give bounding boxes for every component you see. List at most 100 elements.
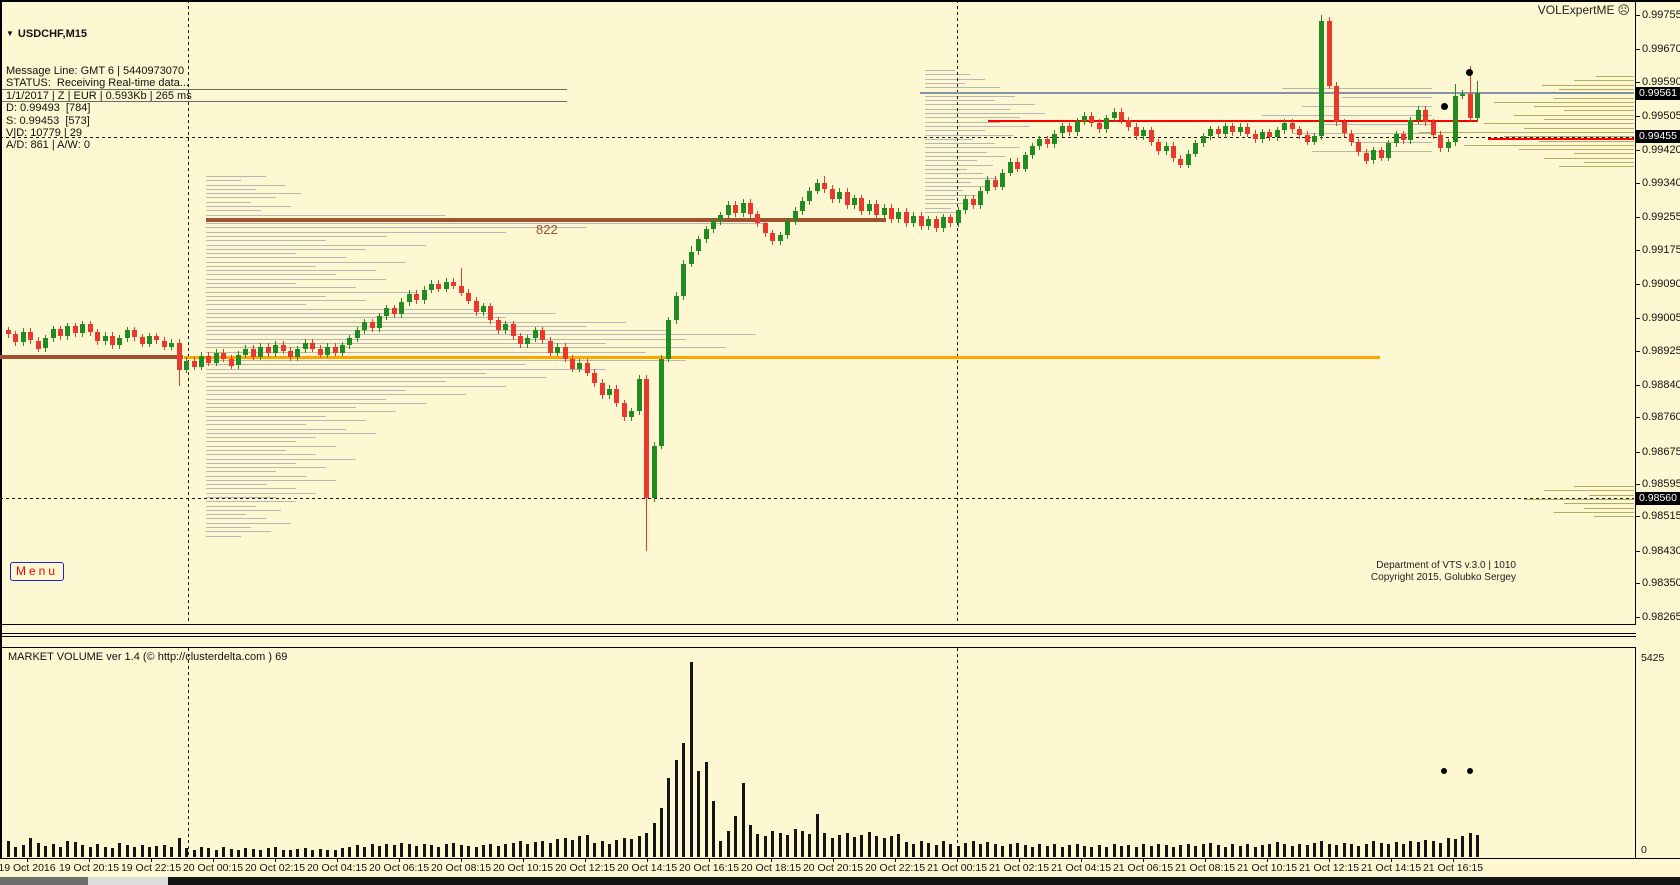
volume-profile-line	[1559, 88, 1634, 90]
volume-bar	[1157, 843, 1161, 857]
volume-profile-line	[1484, 123, 1634, 125]
candle-body-up	[955, 210, 961, 224]
candle-body-up	[1000, 172, 1006, 187]
candle-body-down	[473, 300, 479, 313]
volume-bar	[867, 832, 871, 857]
volume-bar	[103, 846, 107, 857]
time-label: 20 Oct 20:15	[802, 862, 864, 874]
volume-bar	[125, 845, 129, 857]
volume-profile-line	[206, 514, 246, 516]
candle-body-down	[540, 330, 546, 341]
volume-bar	[36, 842, 40, 857]
volume-profile-line	[925, 203, 969, 205]
volume-profile-line	[206, 531, 271, 533]
volume-bar	[474, 846, 478, 857]
volume-profile-line	[206, 398, 386, 400]
time-label: 20 Oct 06:15	[368, 862, 430, 874]
volume-bar	[993, 843, 997, 857]
symbol-timeframe-label: ▼ USDCHF,M15	[6, 27, 87, 40]
price-tick	[1636, 318, 1640, 320]
candle-body-up	[881, 207, 887, 216]
volume-bar	[311, 849, 315, 857]
volume-bar	[1305, 845, 1309, 857]
price-chart-surface[interactable]: 822	[0, 0, 1635, 624]
candle-body-up	[740, 203, 746, 214]
volume-profile-line	[206, 334, 756, 336]
candle-body-down	[992, 179, 998, 187]
volume-profile-line	[206, 484, 266, 486]
candle-wick-down	[460, 267, 462, 297]
volume-profile-line	[206, 390, 406, 391]
candle-body-down	[451, 281, 457, 286]
volume-bar	[1045, 845, 1049, 857]
time-tick	[1019, 858, 1020, 862]
candle-body-down	[844, 191, 850, 205]
volume-bar	[778, 833, 782, 857]
candle-body-up	[985, 179, 991, 191]
candle-body-up	[1460, 93, 1466, 96]
volume-profile-line	[206, 492, 316, 494]
candle-body-up	[629, 411, 635, 418]
candle-body-up	[50, 329, 56, 339]
time-label: 20 Oct 22:15	[864, 862, 926, 874]
volume-bar	[1120, 845, 1123, 857]
volume-profile-line	[1514, 114, 1634, 116]
volume-bar	[533, 842, 537, 857]
volume-profile-line	[1494, 101, 1634, 103]
candle-body-down	[1178, 158, 1184, 165]
volume-bar	[1327, 843, 1331, 857]
time-label: 21 Oct 06:15	[1112, 862, 1174, 874]
candle-body-down	[332, 346, 338, 353]
candle-body-up	[792, 211, 798, 222]
time-axis[interactable]: 19 Oct 2016 19 Oct 20:15 19 Oct 22:15 20 Oc…	[0, 858, 1680, 877]
volume-profile-line	[206, 424, 306, 426]
volume-bar	[199, 846, 203, 857]
volume-profile-line	[925, 194, 977, 196]
volume-bar	[73, 842, 77, 857]
price-tick	[1636, 583, 1640, 584]
price-label: 0.98350	[1642, 577, 1680, 589]
volume-profile-line	[206, 308, 486, 310]
volume-profile-line	[1574, 486, 1634, 487]
volume-profile-line	[1262, 115, 1432, 116]
candle-body-down	[918, 215, 924, 227]
volume-bar	[1038, 843, 1042, 857]
volume-bar	[1068, 845, 1072, 857]
volume-bar	[340, 848, 344, 857]
volume-profile-line	[206, 351, 646, 353]
volume-profile-line	[1554, 97, 1634, 99]
volume-bar	[1283, 844, 1287, 857]
candle-body-down	[458, 285, 464, 293]
volume-bar	[1342, 842, 1346, 857]
candle-body-up	[1311, 136, 1317, 142]
volume-bar	[630, 839, 634, 857]
volume-profile-line	[206, 364, 526, 366]
volume-bar	[355, 845, 359, 857]
candle-body-down	[1467, 93, 1473, 119]
candle-body-down	[518, 336, 523, 345]
volume-profile-line	[206, 497, 276, 498]
price-label: 0.98595	[1642, 478, 1680, 490]
candle-body-down	[228, 358, 234, 366]
horizontal-scrollbar[interactable]	[0, 877, 1680, 885]
ea-watermark-label: VOLExpertME	[1537, 3, 1615, 17]
volume-axis-max: 5425	[1641, 652, 1665, 664]
volume-bar	[637, 836, 641, 857]
candle-body-up	[20, 331, 26, 343]
volume-bar	[21, 845, 25, 857]
volume-bar	[1416, 842, 1420, 857]
session-divider-line	[957, 0, 958, 624]
time-label: 20 Oct 08:15	[430, 862, 492, 874]
candle-body-up	[362, 322, 368, 331]
candle-body-up	[555, 346, 561, 353]
candle-body-down	[1363, 152, 1369, 161]
menu-button[interactable]: Menu	[10, 562, 64, 581]
time-tick	[275, 858, 276, 862]
volume-profile-line	[1524, 127, 1634, 129]
scrollbar-thumb[interactable]	[88, 877, 168, 885]
time-tick	[1453, 858, 1454, 862]
candle-body-up	[532, 330, 538, 339]
price-axis[interactable]: 0.99755 0.99670 0.99590 0.99505 0.99420 0.993…	[1636, 0, 1680, 624]
volume-profile-line	[206, 381, 446, 383]
volume-bar	[326, 850, 330, 857]
